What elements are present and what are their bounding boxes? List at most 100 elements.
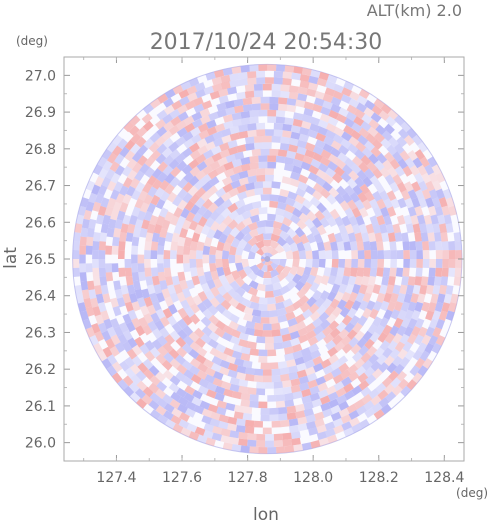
radar-cell bbox=[249, 64, 259, 72]
radar-cell bbox=[177, 199, 188, 211]
radar-cell bbox=[270, 269, 280, 278]
radar-cell bbox=[248, 228, 259, 238]
radar-cell bbox=[214, 392, 225, 402]
radar-cell bbox=[247, 236, 258, 247]
radar-cell bbox=[291, 437, 301, 446]
radar-cell bbox=[213, 137, 224, 147]
radar-cell bbox=[396, 214, 406, 226]
radar-cell bbox=[323, 333, 334, 344]
radar-cell bbox=[401, 232, 409, 242]
radar-cell bbox=[281, 340, 292, 349]
radar-cell bbox=[434, 276, 442, 286]
radar-cell bbox=[432, 285, 441, 295]
radar-cell bbox=[386, 362, 398, 374]
radar-cell bbox=[411, 310, 421, 321]
radar-cell bbox=[92, 259, 99, 268]
radar-cell bbox=[125, 232, 134, 242]
radar-cell bbox=[343, 117, 355, 128]
radar-cell bbox=[389, 325, 400, 337]
radar-cell bbox=[77, 302, 87, 313]
radar-cell bbox=[336, 241, 345, 251]
radar-cell bbox=[363, 241, 371, 251]
radar-cell bbox=[354, 149, 365, 160]
radar-cell bbox=[404, 197, 414, 209]
radar-cell bbox=[318, 71, 330, 81]
radar-cell bbox=[203, 85, 214, 95]
radar-cell bbox=[155, 371, 166, 383]
radar-cell bbox=[169, 358, 181, 369]
radar-cell bbox=[445, 285, 454, 295]
radar-cell bbox=[442, 250, 449, 259]
radar-cell bbox=[144, 267, 152, 277]
radar-cell bbox=[103, 318, 113, 330]
radar-cell bbox=[378, 110, 390, 121]
radar-cell bbox=[421, 334, 432, 346]
radar-cell bbox=[249, 214, 260, 223]
radar-cell bbox=[341, 291, 351, 303]
radar-cell bbox=[317, 389, 329, 399]
radar-cell bbox=[157, 245, 165, 255]
radar-cell bbox=[152, 328, 163, 340]
radar-cell bbox=[414, 149, 426, 161]
radar-cell bbox=[273, 381, 283, 389]
radar-cell bbox=[384, 151, 395, 163]
radar-cell bbox=[114, 288, 123, 299]
radar-cell bbox=[308, 82, 319, 91]
radar-cell bbox=[141, 113, 153, 124]
radar-cell bbox=[143, 210, 153, 222]
radar-cell bbox=[183, 392, 195, 403]
radar-cell bbox=[168, 124, 180, 136]
radar-cell bbox=[348, 98, 360, 108]
radar-cell bbox=[319, 290, 330, 301]
radar-cell bbox=[192, 389, 203, 400]
radar-cell bbox=[310, 266, 319, 277]
radar-cell bbox=[271, 135, 281, 143]
radar-cell bbox=[181, 360, 193, 371]
radar-cell bbox=[265, 382, 274, 389]
radar-cell bbox=[247, 123, 257, 131]
radar-cell bbox=[258, 356, 268, 363]
radar-cell bbox=[189, 149, 201, 160]
radar-cell bbox=[206, 389, 217, 399]
radar-cell bbox=[358, 223, 368, 234]
radar-cell bbox=[177, 111, 189, 122]
radar-cell bbox=[233, 98, 244, 107]
radar-cell bbox=[262, 135, 272, 143]
radar-cell bbox=[247, 387, 257, 395]
radar-cell bbox=[170, 116, 182, 127]
radar-cell bbox=[284, 117, 294, 126]
radar-cell bbox=[419, 284, 428, 295]
radar-cell bbox=[360, 121, 372, 132]
radar-cell bbox=[176, 245, 184, 255]
radar-cell bbox=[143, 138, 155, 149]
radar-cell bbox=[341, 314, 353, 326]
radar-cell bbox=[396, 181, 407, 193]
radar-cell bbox=[379, 317, 390, 328]
radar-cell bbox=[287, 191, 298, 201]
radar-cell bbox=[180, 299, 190, 311]
radar-cell bbox=[428, 335, 439, 346]
radar-cell bbox=[87, 280, 95, 291]
radar-cell bbox=[282, 71, 292, 79]
radar-cell bbox=[220, 191, 232, 202]
radar-cell bbox=[202, 298, 213, 309]
radar-cell bbox=[299, 73, 310, 82]
radar-cell bbox=[184, 122, 196, 133]
radar-cell bbox=[289, 242, 299, 252]
radar-cell bbox=[357, 259, 365, 268]
radar-cell bbox=[191, 396, 203, 407]
radar-cell bbox=[230, 270, 241, 281]
radar-cell bbox=[164, 172, 175, 184]
radar-cell bbox=[161, 147, 173, 159]
radar-cell bbox=[362, 176, 373, 188]
radar-cell bbox=[234, 198, 246, 209]
radar-cell bbox=[429, 259, 436, 268]
radar-cell bbox=[289, 330, 301, 340]
radar-cell bbox=[284, 65, 295, 73]
radar-cell bbox=[229, 79, 240, 88]
radar-cell bbox=[218, 274, 228, 285]
radar-cell bbox=[372, 284, 381, 295]
radar-cell bbox=[358, 419, 370, 430]
radar-cell bbox=[292, 234, 303, 245]
radar-cell bbox=[421, 188, 432, 200]
